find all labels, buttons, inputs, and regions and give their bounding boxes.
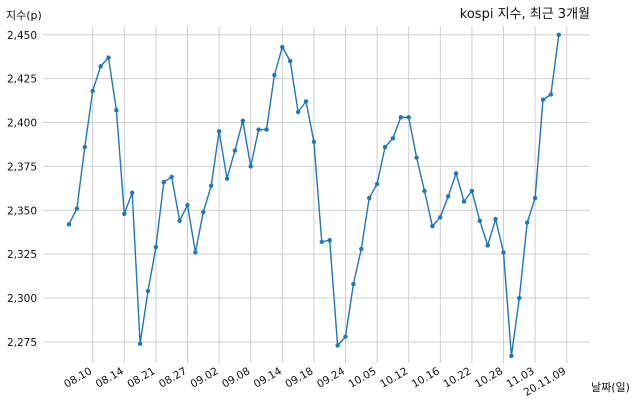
data-point (453, 171, 459, 176)
x-tick-label: 09.14 (252, 365, 284, 391)
data-point (264, 127, 269, 132)
data-point (430, 223, 435, 229)
data-point (422, 188, 427, 194)
x-tick-label: 09.18 (283, 365, 315, 390)
data-point (367, 195, 372, 201)
x-tick-label: 10.16 (410, 365, 442, 391)
x-axis-ticks: 08.10 08.14 08.21 08.27 09.02 09.08 09.14 09.18… (62, 365, 568, 399)
data-point (327, 237, 332, 243)
data-point (319, 239, 324, 245)
x-tick-label: 09.24 (315, 365, 347, 391)
x-tick-label: 09.02 (189, 365, 221, 390)
data-point (280, 44, 285, 50)
data-point (209, 183, 214, 188)
data-point (343, 334, 348, 339)
data-point (477, 218, 482, 224)
data-point (525, 220, 530, 225)
x-tick-label: 08.10 (62, 365, 94, 390)
data-point (556, 32, 561, 37)
series-points (66, 32, 561, 359)
x-tick-label: 10.22 (441, 365, 473, 390)
data-point (438, 215, 443, 220)
data-point (398, 115, 403, 120)
y-tick-label: 2,275 (7, 337, 37, 349)
data-point (201, 209, 206, 215)
data-point (469, 188, 475, 194)
data-point (224, 176, 230, 181)
x-tick-label: 10.28 (473, 365, 505, 390)
y-tick-label: 2,300 (7, 293, 37, 305)
data-point (137, 341, 143, 346)
x-tick-label: 10.12 (378, 365, 410, 390)
data-point (548, 92, 554, 97)
y-axis-label: 지수(p) (6, 9, 42, 22)
data-point (193, 250, 198, 255)
data-point (303, 99, 309, 104)
data-point (98, 64, 103, 69)
x-tick-label: 08.21 (125, 365, 157, 390)
data-point (501, 250, 506, 255)
data-point (82, 144, 88, 150)
data-point (169, 174, 174, 180)
data-point (130, 190, 135, 195)
data-point (509, 353, 514, 359)
x-tick-label: 08.27 (157, 365, 189, 390)
data-point (540, 97, 546, 102)
data-point (359, 246, 364, 252)
data-point (374, 181, 380, 187)
chart-title: kospi 지수, 최근 3개월 (460, 7, 590, 22)
data-point (517, 295, 522, 301)
data-point (256, 127, 261, 132)
data-point (532, 195, 538, 201)
data-point (106, 55, 111, 60)
data-point (153, 244, 159, 250)
y-tick-label: 2,400 (7, 118, 37, 130)
data-point (248, 164, 253, 169)
y-tick-label: 2,375 (7, 161, 37, 173)
y-tick-label: 2,325 (7, 249, 37, 261)
x-tick-label: 09.08 (220, 365, 252, 390)
data-point (114, 108, 119, 113)
data-point (216, 129, 222, 134)
data-point (177, 218, 182, 224)
data-point (382, 144, 388, 150)
grid (43, 26, 590, 363)
data-point (66, 222, 72, 227)
data-point (295, 109, 301, 115)
y-tick-label: 2,450 (7, 30, 37, 42)
x-tick-label: 08.14 (94, 365, 126, 391)
data-point (390, 136, 396, 141)
data-point (232, 148, 238, 153)
y-tick-label: 2,425 (7, 74, 37, 86)
data-point (485, 243, 490, 248)
data-point (161, 180, 166, 185)
data-point (122, 211, 127, 217)
data-point (240, 118, 245, 123)
data-point (272, 72, 277, 78)
data-point (335, 343, 340, 348)
data-point (90, 88, 95, 94)
data-point (185, 202, 190, 208)
y-tick-label: 2,350 (7, 205, 37, 217)
data-point (461, 199, 467, 204)
data-point (414, 155, 419, 160)
data-point (446, 194, 451, 199)
data-point (406, 115, 411, 120)
data-point (493, 216, 498, 222)
data-point (351, 281, 356, 287)
y-axis-ticks: 2,275 2,300 2,325 2,350 2,375 2,400 2,425 2,450 (7, 30, 37, 349)
data-point (74, 206, 80, 211)
x-axis-label: 날짜(일) (591, 380, 630, 394)
x-tick-label: 10.05 (347, 365, 379, 390)
data-point (288, 58, 293, 64)
data-point (311, 139, 317, 145)
data-point (145, 288, 151, 294)
